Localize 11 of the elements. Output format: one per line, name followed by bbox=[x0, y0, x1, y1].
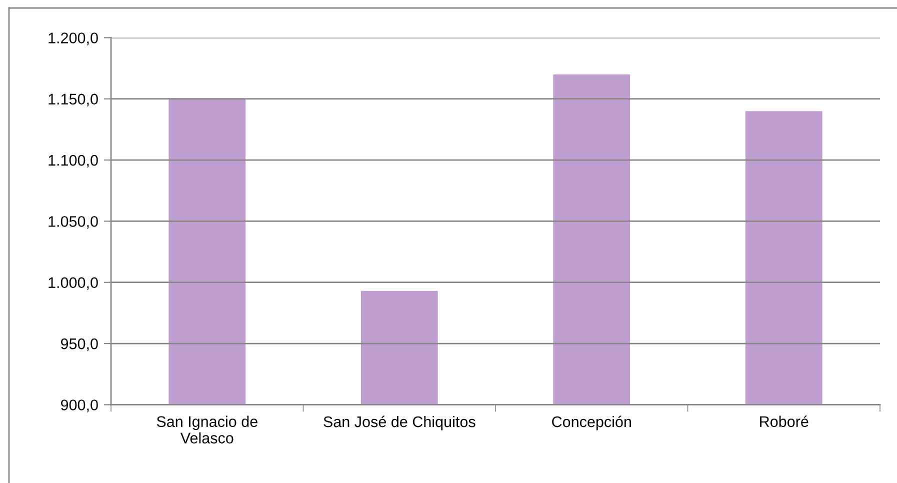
y-tick-label: 1.100,0 bbox=[48, 154, 98, 168]
y-tick-label: 1.000,0 bbox=[48, 277, 98, 290]
y-tick-label: 900,0 bbox=[60, 400, 98, 412]
x-tick-label: Roboré bbox=[760, 416, 808, 428]
y-tick-label: 1.150,0 bbox=[48, 94, 98, 106]
y-tick-label: 950,0 bbox=[60, 338, 98, 352]
x-tick-label: San Ignacio de Velasco bbox=[156, 416, 258, 444]
x-tick-label: San José de Chiquitos bbox=[324, 416, 476, 430]
y-tick-label: 1.050,0 bbox=[48, 216, 98, 229]
y-tick-label: 1.200,0 bbox=[48, 32, 98, 46]
x-tick-label: Concepción bbox=[552, 416, 631, 430]
